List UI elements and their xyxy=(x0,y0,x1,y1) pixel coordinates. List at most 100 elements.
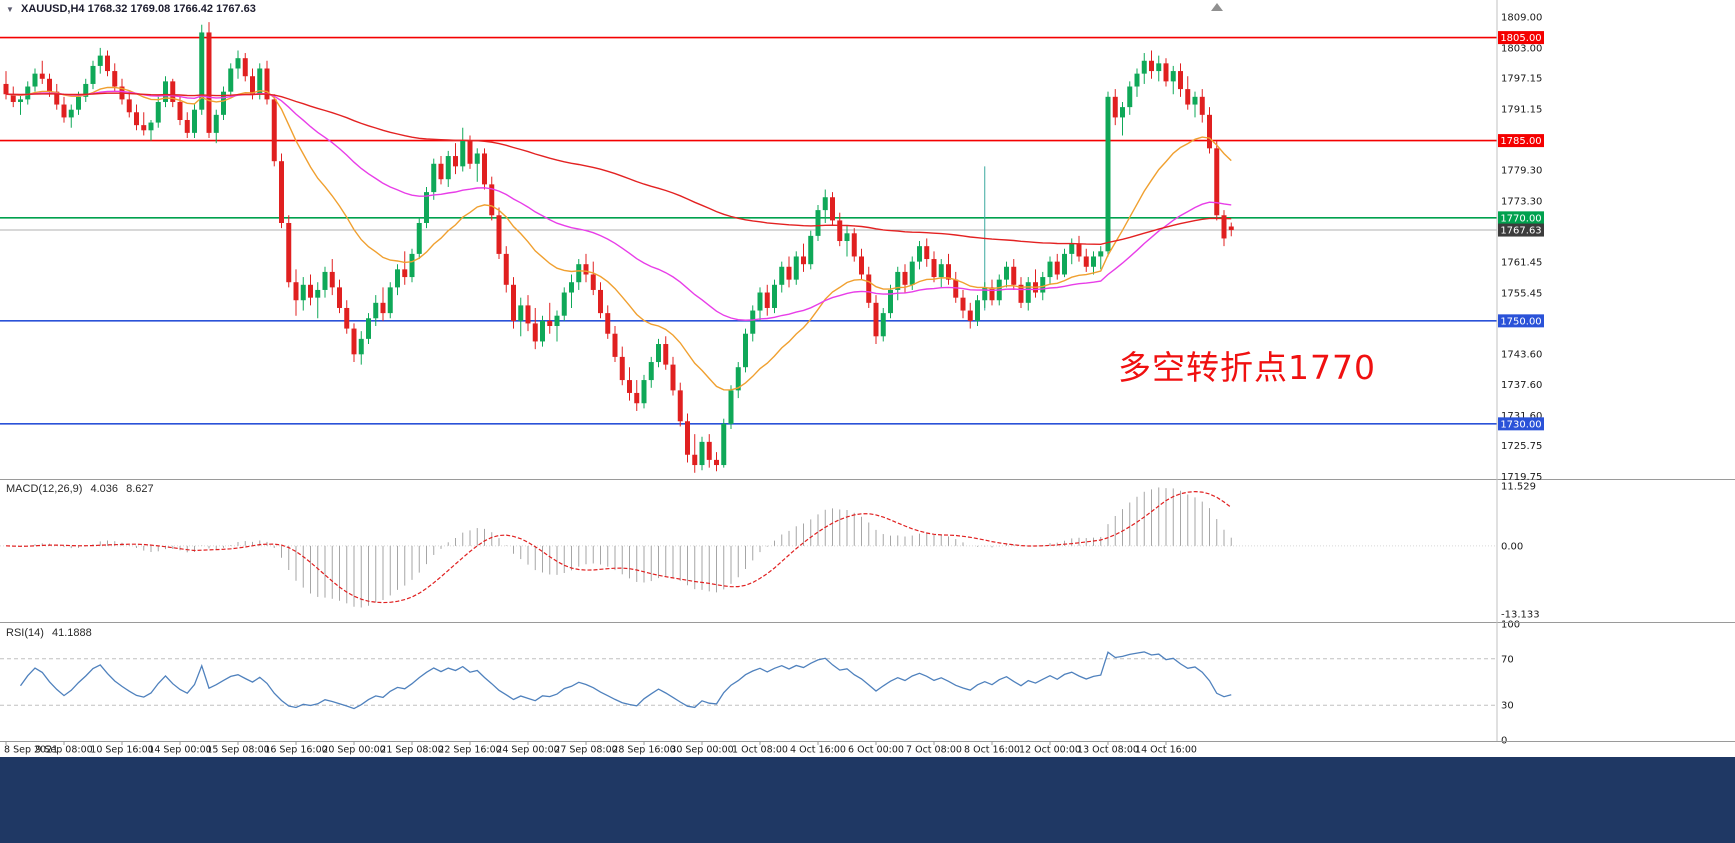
candle-body xyxy=(1228,226,1234,231)
time-label: 28 Sep 16:00 xyxy=(612,745,675,756)
time-label: 20 Sep 00:00 xyxy=(322,745,385,756)
time-label: 7 Oct 08:00 xyxy=(906,745,962,756)
candle-body xyxy=(424,192,429,223)
candle-body xyxy=(257,68,263,95)
macd-signal-value: 8.627 xyxy=(126,483,154,495)
price-badge xyxy=(1498,31,1544,45)
candle-body xyxy=(721,423,727,466)
candle-body xyxy=(315,289,321,298)
candle-body xyxy=(837,220,843,242)
candle-body xyxy=(358,338,364,355)
macd-axis-tick: 11.529 xyxy=(1501,482,1536,493)
candle-body xyxy=(590,274,596,290)
candle-body xyxy=(518,305,524,321)
rsi-axis-tick: 70 xyxy=(1501,654,1514,665)
candle-body xyxy=(764,292,770,308)
price-tick: 1809.00 xyxy=(1501,12,1542,23)
candle-body xyxy=(279,161,284,223)
candle-body xyxy=(924,246,930,260)
candle-body xyxy=(271,99,277,162)
time-label: 6 Oct 00:00 xyxy=(848,745,904,756)
macd-signal-line xyxy=(5,490,1232,604)
candle-body xyxy=(503,253,509,285)
rsi-axis-tick: 30 xyxy=(1501,701,1514,712)
candle-body xyxy=(1054,261,1060,275)
candle-body xyxy=(1163,63,1169,82)
candle-body xyxy=(1083,256,1089,267)
chart-shift-marker-icon[interactable] xyxy=(1211,3,1223,11)
candle-body xyxy=(750,310,756,334)
horizontal-lines-layer[interactable] xyxy=(0,36,1497,425)
candle-body xyxy=(155,101,161,123)
candle-body xyxy=(431,163,437,193)
candle-body xyxy=(395,269,400,288)
candle-body xyxy=(105,55,110,72)
candle-body xyxy=(1062,253,1067,275)
candle-body xyxy=(822,197,828,211)
candle-body xyxy=(902,271,908,285)
candle-body xyxy=(1076,243,1082,257)
macd-main-value: 4.036 xyxy=(90,483,119,495)
candle-body xyxy=(1134,73,1140,87)
time-label: 14 Sep 00:00 xyxy=(148,745,211,756)
candle-body xyxy=(960,297,966,311)
candle-body xyxy=(402,269,408,278)
macd-axis-tick: -13.133 xyxy=(1501,609,1540,620)
candle-body xyxy=(880,313,886,337)
candle-body xyxy=(656,344,661,363)
candle-body xyxy=(1040,277,1046,293)
candle-body xyxy=(54,91,60,105)
rsi-line xyxy=(19,651,1232,710)
time-label: 21 Sep 08:00 xyxy=(380,745,443,756)
candle-body xyxy=(1156,63,1162,72)
candle-body xyxy=(177,101,183,120)
candle-body xyxy=(329,271,335,288)
candle-body xyxy=(192,109,197,133)
candle-body xyxy=(141,125,147,131)
candle-body xyxy=(47,78,52,92)
candle-body xyxy=(561,292,567,316)
candle-body xyxy=(830,197,835,221)
time-label: 22 Sep 16:00 xyxy=(438,745,501,756)
candle-body xyxy=(18,99,23,102)
candle-body xyxy=(569,282,574,293)
candle-body xyxy=(10,94,16,102)
candle-body xyxy=(126,99,132,113)
candle-body xyxy=(264,68,270,100)
candle-body xyxy=(583,264,589,275)
candle-body xyxy=(540,320,545,342)
chart-text-annotation[interactable]: 多空转折点1770 xyxy=(1118,348,1376,387)
candle-body xyxy=(815,210,821,236)
candle-body xyxy=(793,256,799,280)
candle-body xyxy=(112,71,118,87)
candle-body xyxy=(221,91,226,115)
candle-body xyxy=(61,104,67,118)
candle-body xyxy=(351,328,357,355)
time-label: 8 Oct 16:00 xyxy=(964,745,1020,756)
candle-body xyxy=(547,320,553,326)
candle-body xyxy=(772,284,777,308)
candle-body xyxy=(1047,261,1053,278)
candle-body xyxy=(735,367,741,391)
candle-body xyxy=(670,364,676,391)
candle-body xyxy=(1127,86,1133,108)
taskbar xyxy=(0,757,1735,843)
candle-body xyxy=(1018,284,1024,303)
candle-body xyxy=(967,310,973,321)
symbol-dropdown-icon[interactable]: ▼ xyxy=(6,5,14,14)
time-label: 16 Sep 16:00 xyxy=(264,745,327,756)
candle-body xyxy=(228,68,234,92)
candle-body xyxy=(300,284,306,301)
candle-body xyxy=(1141,60,1147,74)
price-axis: 1809.00 1803.00 1797.15 1791.15 1779.30 1773.… xyxy=(1498,12,1544,483)
macd-name: MACD(12,26,9) xyxy=(6,483,83,495)
rsi-axis-tick: 100 xyxy=(1501,620,1520,631)
candle-body xyxy=(293,282,299,301)
time-label: 8 Sep 2021 xyxy=(4,745,58,756)
candle-body xyxy=(1207,114,1212,149)
price-tick: 1761.45 xyxy=(1501,257,1542,268)
candle-body xyxy=(757,292,763,311)
candle-body xyxy=(322,271,328,290)
candle-body xyxy=(1221,215,1227,239)
